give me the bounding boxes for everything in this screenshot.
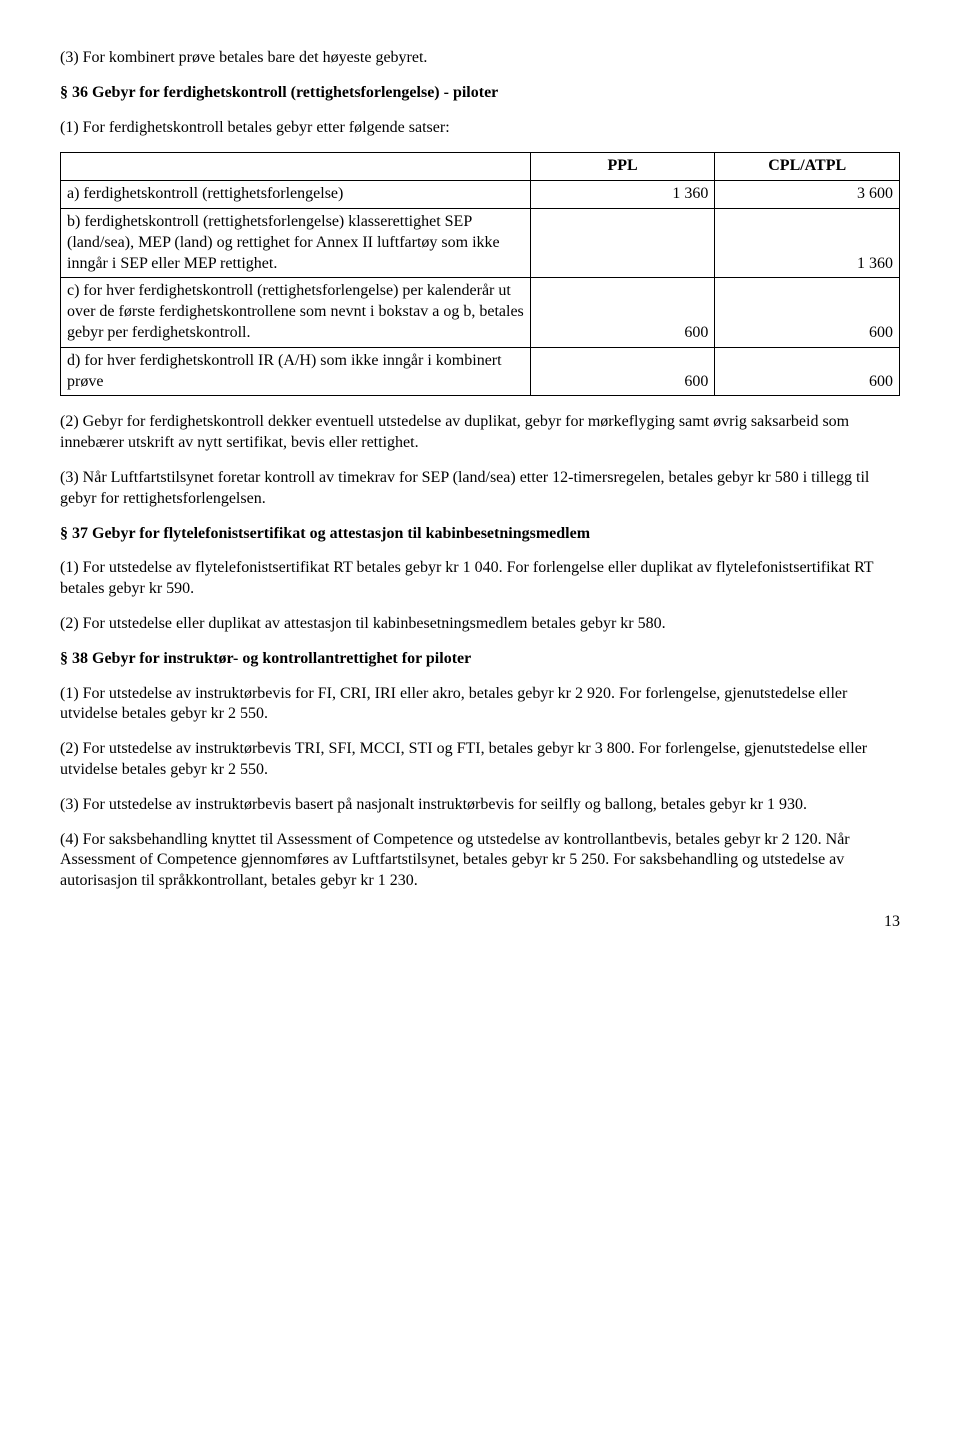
top-paragraph: (3) For kombinert prøve betales bare det… [60, 48, 900, 69]
s38-p2: (2) For utstedelse av instruktørbevis TR… [60, 739, 900, 781]
s38-p4: (4) For saksbehandling knyttet til Asses… [60, 830, 900, 892]
row-d-label: d) for hver ferdighetskontroll IR (A/H) … [61, 347, 531, 396]
s36-heading: § 36 Gebyr for ferdighetskontroll (retti… [60, 83, 900, 104]
s37-heading: § 37 Gebyr for flytelefonistsertifikat o… [60, 524, 900, 545]
s38-p3: (3) For utstedelse av instruktørbevis ba… [60, 795, 900, 816]
s38-heading: § 38 Gebyr for instruktør- og kontrollan… [60, 649, 900, 670]
table-row: b) ferdighetskontroll (rettighetsforleng… [61, 208, 900, 277]
s36-p3: (3) Når Luftfartstilsynet foretar kontro… [60, 468, 900, 510]
s37-heading-bold: § 37 Gebyr for flytelefonistsertifikat o… [60, 525, 590, 542]
table-header-row: PPL CPL/ATPL [61, 153, 900, 181]
col-cpl: CPL/ATPL [715, 153, 900, 181]
s36-intro: (1) For ferdighetskontroll betales gebyr… [60, 118, 900, 139]
page-number: 13 [60, 912, 900, 933]
row-d-ppl: 600 [530, 347, 715, 396]
s37-p1: (1) For utstedelse av flytelefonistserti… [60, 558, 900, 600]
table-row: c) for hver ferdighetskontroll (rettighe… [61, 278, 900, 347]
row-c-label: c) for hver ferdighetskontroll (rettighe… [61, 278, 531, 347]
s36-table: PPL CPL/ATPL a) ferdighetskontroll (rett… [60, 152, 900, 396]
row-a-ppl: 1 360 [530, 181, 715, 209]
s38-p1: (1) For utstedelse av instruktørbevis fo… [60, 684, 900, 726]
row-a-cpl: 3 600 [715, 181, 900, 209]
row-d-cpl: 600 [715, 347, 900, 396]
s36-p2: (2) Gebyr for ferdighetskontroll dekker … [60, 412, 900, 454]
row-c-ppl: 600 [530, 278, 715, 347]
s37-p2: (2) For utstedelse eller duplikat av att… [60, 614, 900, 635]
row-a-label: a) ferdighetskontroll (rettighetsforleng… [61, 181, 531, 209]
row-c-cpl: 600 [715, 278, 900, 347]
row-b-label: b) ferdighetskontroll (rettighetsforleng… [61, 208, 531, 277]
table-row: d) for hver ferdighetskontroll IR (A/H) … [61, 347, 900, 396]
s36-heading-bold: § 36 Gebyr for ferdighetskontroll (retti… [60, 84, 498, 101]
row-b-cpl: 1 360 [715, 208, 900, 277]
col-empty [61, 153, 531, 181]
s38-heading-bold: § 38 Gebyr for instruktør- og kontrollan… [60, 650, 471, 667]
table-row: a) ferdighetskontroll (rettighetsforleng… [61, 181, 900, 209]
row-b-ppl [530, 208, 715, 277]
col-ppl: PPL [530, 153, 715, 181]
